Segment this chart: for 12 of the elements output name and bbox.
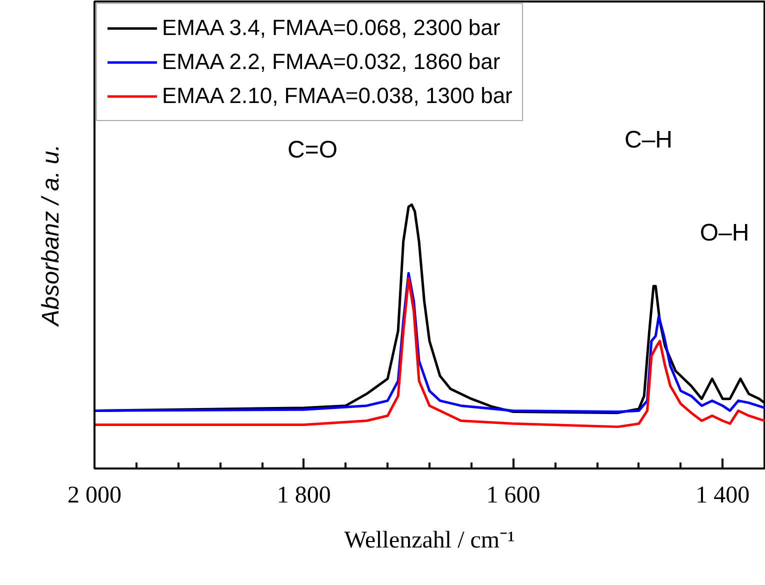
x-tick-label: 1 600 — [486, 482, 540, 508]
legend-label: EMAA 2.10, FMAA=0.038, 1300 bar — [162, 82, 512, 110]
legend-label: EMAA 3.4, FMAA=0.068, 2300 bar — [162, 14, 500, 42]
text: C=O — [287, 136, 338, 164]
annotation: O–H — [700, 220, 750, 246]
x-tick-label: 1 800 — [276, 482, 331, 508]
text: C–H — [624, 126, 673, 154]
x-axis-title: Wellenzahl / cm⁻¹ — [344, 528, 515, 554]
x-tick-label: 1 400 — [696, 482, 750, 508]
x-tick-label: 2 000 — [68, 482, 122, 508]
legend-label: EMAA 2.2, FMAA=0.032, 1860 bar — [162, 48, 500, 76]
y-axis-title: Absorbanz / a. u. — [38, 144, 64, 328]
